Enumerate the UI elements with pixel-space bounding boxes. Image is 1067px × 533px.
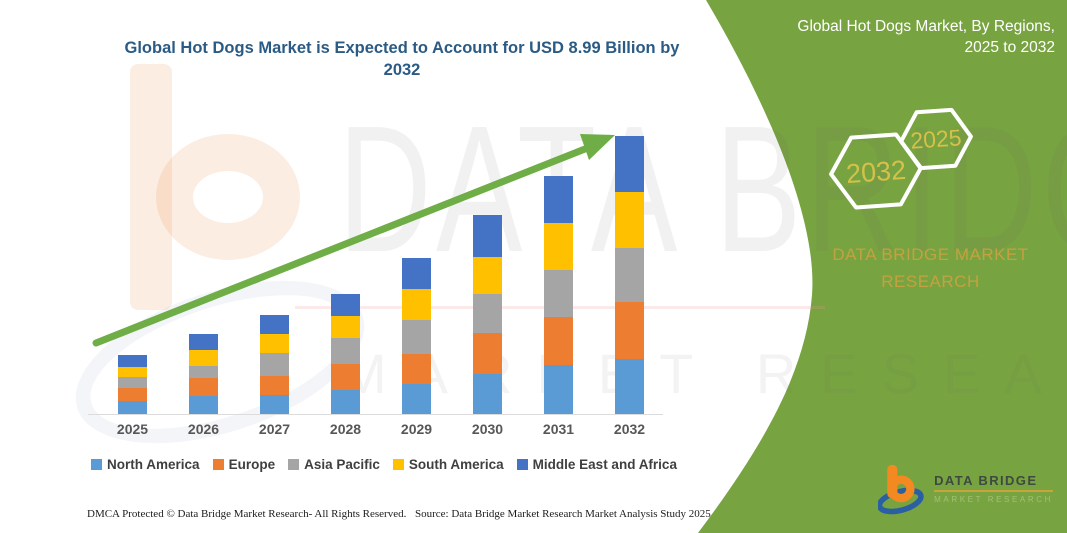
bar-segment-2025-north-america xyxy=(118,401,147,415)
bar-segment-2025-asia-pacific xyxy=(118,377,147,388)
bar-segment-2025-south-america xyxy=(118,367,147,378)
chart-title-line1: Global Hot Dogs Market is Expected to Ac… xyxy=(124,39,680,57)
legend-label: Europe xyxy=(228,457,276,472)
x-axis-label-2028: 2028 xyxy=(329,421,362,437)
logo-subtitle: MARKET RESEARCH xyxy=(934,494,1053,504)
legend-swatch xyxy=(288,459,300,470)
logo-text-column: DATA BRIDGE MARKET RESEARCH xyxy=(934,473,1053,504)
hexagon-badges: 2032 2025 xyxy=(829,107,973,210)
bar-segment-2032-asia-pacific xyxy=(615,248,644,303)
bar-segment-2030-asia-pacific xyxy=(473,293,502,334)
panel-brand-line1: DATA BRIDGE MARKET xyxy=(832,245,1029,264)
bar-segment-2032-north-america xyxy=(615,359,644,415)
x-axis-label-2030: 2030 xyxy=(471,421,504,437)
bar-segment-2030-north-america xyxy=(473,374,502,415)
bar-segment-2030-south-america xyxy=(473,257,502,294)
legend-item-europe: Europe xyxy=(212,457,276,472)
source-footer-text: Source: Data Bridge Market Research Mark… xyxy=(415,508,711,520)
x-axis-line xyxy=(88,414,663,415)
bar-segment-2026-south-america xyxy=(189,349,218,366)
hexagon-2025 xyxy=(899,107,973,171)
bar-segment-2027-europe xyxy=(260,376,289,396)
chart-title-line2: 2032 xyxy=(383,61,421,79)
legend-label: North America xyxy=(107,457,200,472)
chart-title: Global Hot Dogs Market is Expected to Ac… xyxy=(92,37,712,81)
bar-segment-2029-middle-east-and-africa xyxy=(402,257,431,289)
bar-segment-2030-middle-east-and-africa xyxy=(473,215,502,258)
panel-brand-line2: RESEARCH xyxy=(881,272,980,291)
dmca-footer-text: DMCA Protected © Data Bridge Market Rese… xyxy=(87,508,407,520)
bar-segment-2030-europe xyxy=(473,333,502,375)
green-panel-shape xyxy=(698,0,1067,533)
bar-segment-2027-north-america xyxy=(260,395,289,415)
bar-segment-2031-asia-pacific xyxy=(544,270,573,317)
legend-swatch xyxy=(212,459,224,470)
data-bridge-logo: DATA BRIDGE MARKET RESEARCH xyxy=(878,460,1053,516)
legend-label: South America xyxy=(408,457,504,472)
bar-segment-2025-europe xyxy=(118,388,147,402)
panel-brand-text: DATA BRIDGE MARKET RESEARCH xyxy=(828,241,1033,295)
data-bridge-logo-mark xyxy=(878,464,924,515)
bar-segment-2028-europe xyxy=(331,363,360,390)
bar-segment-2028-south-america xyxy=(331,315,360,338)
logo-b-bowl xyxy=(887,475,915,503)
bar-segment-2026-north-america xyxy=(189,396,218,415)
bar-segment-2032-south-america xyxy=(615,192,644,249)
bar-segment-2029-north-america xyxy=(402,383,431,415)
logo-gold-rule xyxy=(934,489,1053,492)
bar-segment-2029-europe xyxy=(402,353,431,384)
bar-segment-2032-middle-east-and-africa xyxy=(615,136,644,193)
legend-item-middle-east-and-africa: Middle East and Africa xyxy=(516,457,677,472)
chart-legend: North America Europe Asia Pacific South Ame… xyxy=(88,457,680,472)
bar-segment-2027-asia-pacific xyxy=(260,353,289,377)
bar-segment-2029-south-america xyxy=(402,288,431,320)
x-axis-label-2032: 2032 xyxy=(613,421,646,437)
bar-segment-2025-middle-east-and-africa xyxy=(118,355,147,368)
bar-segment-2027-south-america xyxy=(260,334,289,354)
panel-heading: Global Hot Dogs Market, By Regions, 2025… xyxy=(735,16,1055,58)
bar-segment-2026-middle-east-and-africa xyxy=(189,333,218,350)
legend-swatch xyxy=(392,459,404,470)
bar-segment-2028-middle-east-and-africa xyxy=(331,293,360,316)
hexagon-2025-label: 2025 xyxy=(910,124,963,154)
bar-segment-2031-south-america xyxy=(544,223,573,271)
legend-swatch xyxy=(91,459,103,470)
x-axis-label-2029: 2029 xyxy=(400,421,433,437)
bar-segment-2027-middle-east-and-africa xyxy=(260,315,289,335)
bar-segment-2032-europe xyxy=(615,302,644,360)
logo-swoosh xyxy=(878,487,924,515)
legend-label: Middle East and Africa xyxy=(532,457,677,472)
legend-item-south-america: South America xyxy=(392,457,504,472)
legend-item-north-america: North America xyxy=(91,457,200,472)
logo-name: DATA BRIDGE xyxy=(934,472,1038,488)
bar-segment-2026-europe xyxy=(189,378,218,397)
bar-segment-2026-asia-pacific xyxy=(189,365,218,379)
x-axis-label-2031: 2031 xyxy=(542,421,575,437)
legend-swatch xyxy=(516,459,528,470)
legend-label: Asia Pacific xyxy=(304,457,380,472)
bar-segment-2031-middle-east-and-africa xyxy=(544,176,573,224)
legend-item-asia-pacific: Asia Pacific xyxy=(288,457,380,472)
panel-heading-line1: Global Hot Dogs Market, By Regions, xyxy=(797,18,1055,35)
bar-segment-2031-north-america xyxy=(544,365,573,415)
bar-segment-2028-north-america xyxy=(331,389,360,415)
bar-segment-2028-asia-pacific xyxy=(331,337,360,364)
x-axis-label-2025: 2025 xyxy=(116,421,149,437)
hexagon-2032-label: 2032 xyxy=(845,155,907,189)
x-axis-label-2027: 2027 xyxy=(258,421,291,437)
bar-segment-2029-asia-pacific xyxy=(402,319,431,354)
bar-segment-2031-europe xyxy=(544,316,573,366)
panel-heading-line2: 2025 to 2032 xyxy=(964,39,1055,56)
x-axis-label-2026: 2026 xyxy=(187,421,220,437)
